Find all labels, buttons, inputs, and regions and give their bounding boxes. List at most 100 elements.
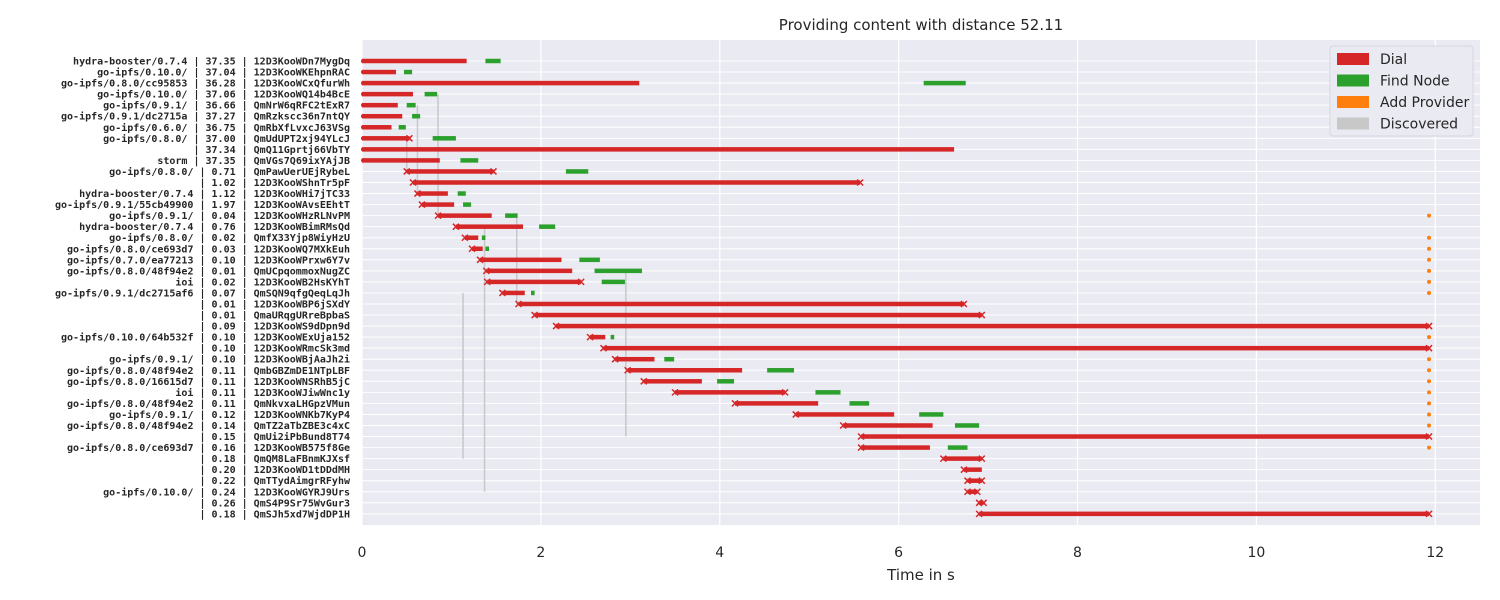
dial-start-marker bbox=[624, 366, 632, 374]
dial-bar bbox=[795, 412, 895, 417]
dial-bar bbox=[861, 434, 1430, 439]
row-label: go-ipfs/0.8.0/ | 0.02 | QmfX33Yjp8WiyHzU bbox=[109, 232, 350, 244]
dial-bar bbox=[963, 467, 982, 472]
legend-swatch-find-node bbox=[1337, 74, 1369, 87]
legend-swatch-dial bbox=[1337, 53, 1369, 65]
find-node-bar bbox=[481, 235, 486, 240]
dial-bar bbox=[362, 91, 413, 97]
x-tick-label: 8 bbox=[1073, 545, 1082, 561]
add-provider-marker bbox=[1427, 246, 1432, 251]
dial-start-marker bbox=[939, 455, 947, 463]
dial-start-marker bbox=[586, 333, 594, 341]
dial-bar bbox=[362, 80, 640, 86]
dial-start-marker bbox=[531, 311, 539, 319]
row-label: | 0.15 | QmUi2iPbBund8T74 bbox=[199, 431, 350, 443]
dial-start-marker bbox=[468, 245, 476, 253]
add-provider-marker bbox=[1427, 257, 1432, 262]
row-label: hydra-booster/0.7.4 | 37.35 | 12D3KooWDn… bbox=[73, 57, 350, 68]
dial-bar bbox=[603, 345, 1430, 351]
dial-bar bbox=[967, 489, 978, 495]
row-label: storm | 37.35 | QmVGs7Q69ixYAjJB bbox=[157, 155, 350, 167]
dial-start-marker bbox=[975, 510, 983, 518]
dial-bar bbox=[502, 290, 525, 296]
dial-start-marker bbox=[361, 136, 365, 141]
dial-fail-marker bbox=[1425, 344, 1433, 352]
add-provider-marker bbox=[1427, 290, 1432, 295]
dial-start-marker bbox=[461, 234, 469, 242]
add-provider-marker bbox=[1427, 379, 1432, 384]
dial-start-marker bbox=[361, 158, 365, 163]
row-label: | 37.34 | QmQ11Gprtj66VbTY bbox=[193, 144, 350, 156]
find-node-bar bbox=[531, 290, 535, 296]
dial-start-marker bbox=[963, 488, 972, 496]
dial-start-marker bbox=[434, 212, 442, 220]
find-node-bar bbox=[947, 445, 968, 450]
dial-bar bbox=[943, 456, 982, 461]
chart-title: Providing content with distance 52.11 bbox=[779, 16, 1063, 34]
dial-bar bbox=[590, 334, 606, 340]
dial-bar bbox=[455, 224, 523, 229]
dial-start-marker bbox=[361, 125, 365, 130]
find-node-bar bbox=[463, 202, 472, 207]
row-label: go-ipfs/0.8.0/ | 0.71 | QmPawUerUEjRybeL bbox=[109, 166, 350, 178]
dial-bar bbox=[362, 158, 440, 163]
x-tick-label: 10 bbox=[1247, 545, 1265, 561]
dial-start-marker bbox=[731, 399, 739, 407]
row-label: | 1.02 | 12D3KooWShnTr5pF bbox=[199, 178, 350, 189]
find-node-bar bbox=[485, 58, 501, 64]
legend: Dial Find Node Add Provider Discovered bbox=[1329, 45, 1474, 137]
dial-bar bbox=[979, 500, 984, 506]
find-node-bar bbox=[424, 91, 438, 97]
row-label: go-ipfs/0.8.0/48f94e2 | 0.11 | QmNkvxaLH… bbox=[67, 398, 350, 410]
dial-start-marker bbox=[361, 114, 365, 119]
dial-start-marker bbox=[975, 499, 983, 507]
dial-start-marker bbox=[498, 289, 506, 297]
row-label: | 0.18 | QmQM8LaFBnmKJXsf bbox=[199, 454, 350, 465]
dial-start-marker bbox=[361, 70, 365, 75]
find-node-bar bbox=[954, 423, 980, 428]
add-provider-marker bbox=[1427, 279, 1432, 284]
row-label: go-ipfs/0.8.0/48f94e2 | 0.01 | QmUCpqomm… bbox=[67, 265, 350, 277]
row-label: go-ipfs/0.6.0/ | 36.75 | QmRbXfLvxcJ63VS… bbox=[103, 122, 350, 134]
legend-label-find-node: Find Node bbox=[1380, 74, 1450, 90]
find-node-bar bbox=[406, 102, 416, 108]
row-label: go-ipfs/0.7.0/ea77213 | 0.10 | 12D3KooWP… bbox=[67, 254, 350, 266]
legend-label-discovered: Discovered bbox=[1380, 117, 1458, 133]
row-label: ioi | 0.02 | 12D3KooWB2HsKYhT bbox=[175, 276, 350, 288]
legend-swatch-discovered bbox=[1337, 117, 1369, 130]
add-provider-marker bbox=[1427, 213, 1432, 218]
row-label: go-ipfs/0.9.1/ | 36.66 | QmNrW6qRFC2tExR… bbox=[103, 100, 350, 112]
add-provider-marker bbox=[1427, 235, 1432, 240]
find-node-bar bbox=[767, 368, 794, 373]
find-node-bar bbox=[919, 412, 944, 417]
find-node-bar bbox=[539, 224, 556, 229]
row-label: | 0.01 | 12D3KooWBP6jSXdY bbox=[199, 298, 350, 310]
dial-fail-marker bbox=[978, 477, 986, 485]
dial-bar bbox=[843, 423, 933, 428]
bars bbox=[361, 58, 1433, 518]
find-node-bar bbox=[717, 379, 735, 384]
row-label: | 0.09 | 12D3KooWS9dDpn9d bbox=[199, 322, 350, 333]
dial-start-marker bbox=[361, 103, 365, 108]
find-node-bar bbox=[923, 80, 966, 86]
x-tick-label: 4 bbox=[715, 545, 724, 561]
x-tick-label: 12 bbox=[1426, 545, 1444, 561]
find-node-bar bbox=[815, 390, 841, 395]
dial-start-marker bbox=[476, 256, 484, 264]
dial-bar bbox=[487, 279, 582, 285]
dial-bar bbox=[518, 301, 964, 307]
find-node-bar bbox=[505, 213, 518, 218]
dial-start-marker bbox=[409, 178, 417, 187]
dial-bar bbox=[486, 268, 573, 274]
row-label: | 0.26 | QmS4P9Sr75WvGur3 bbox=[199, 498, 350, 509]
dial-bar bbox=[979, 511, 1430, 517]
dial-start-marker bbox=[963, 477, 972, 485]
row-label: go-ipfs/0.9.1/dc2715af6 | 0.07 | QmSQN9q… bbox=[55, 287, 350, 299]
dial-start-marker bbox=[611, 355, 619, 363]
dial-bar bbox=[734, 401, 819, 406]
x-tick-label: 6 bbox=[894, 545, 903, 561]
dial-fail-marker bbox=[577, 278, 585, 286]
row-label: | 0.18 | QmSJh5xd7WjdDP1H bbox=[199, 508, 350, 520]
row-label: | 0.20 | 12D3KooWD1tDDdMH bbox=[199, 465, 350, 476]
